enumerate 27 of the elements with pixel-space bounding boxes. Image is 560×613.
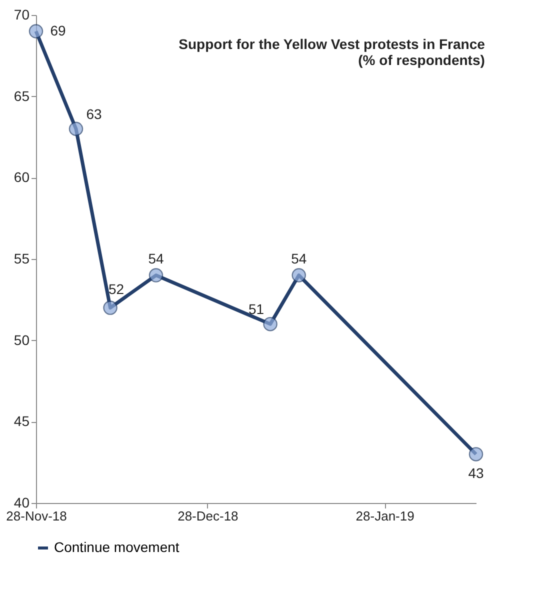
y-tick-label: 40 <box>14 494 30 510</box>
y-tick-label: 50 <box>14 332 30 348</box>
y-tick-label: 45 <box>14 413 30 430</box>
data-label: 43 <box>468 465 484 482</box>
y-tick-label: 70 <box>14 6 30 22</box>
x-tick-label: 28-Dec-18 <box>178 508 238 524</box>
point <box>148 268 164 282</box>
point <box>103 300 118 315</box>
y-tick-label: 65 <box>14 88 30 104</box>
point <box>263 316 278 332</box>
data-label: 63 <box>86 106 102 122</box>
data-label: 52 <box>108 280 124 297</box>
point <box>468 447 484 462</box>
data-label: 51 <box>248 301 264 318</box>
text: Support for the Yellow Vest protests in France <box>178 36 485 52</box>
legend-label: Continue movement <box>54 539 180 555</box>
x-tick-label: 28-Nov-18 <box>6 508 67 524</box>
point <box>28 24 44 38</box>
y-tick-label: 55 <box>14 250 30 266</box>
data-label: 54 <box>148 250 164 266</box>
y-tick-label: 60 <box>14 169 30 186</box>
data-label: 69 <box>50 22 66 38</box>
data-label: 54 <box>291 250 307 266</box>
x-tick-label: 28-Jan-19 <box>356 508 414 524</box>
point <box>292 268 306 282</box>
point <box>68 122 84 136</box>
text: (% of respondents) <box>358 52 485 68</box>
